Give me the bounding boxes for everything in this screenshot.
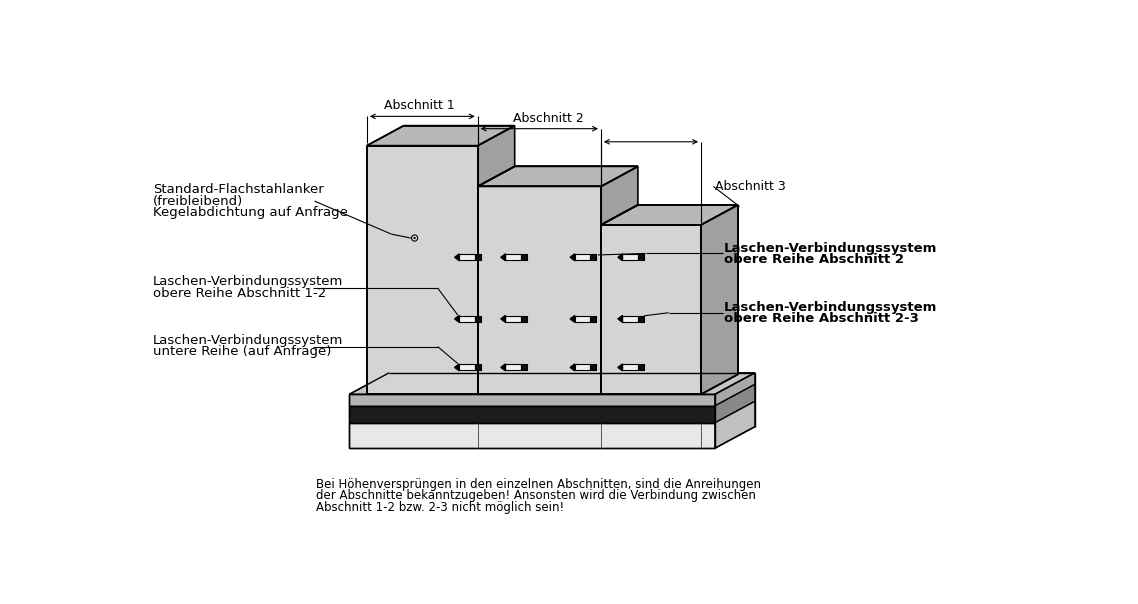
FancyBboxPatch shape: [505, 316, 521, 322]
FancyBboxPatch shape: [575, 364, 591, 370]
Polygon shape: [570, 315, 575, 323]
Polygon shape: [478, 126, 514, 187]
Text: obere Reihe Abschnitt 2: obere Reihe Abschnitt 2: [724, 253, 904, 266]
Polygon shape: [455, 254, 460, 261]
Polygon shape: [618, 254, 622, 261]
Text: obere Reihe Abschnitt 2-3: obere Reihe Abschnitt 2-3: [724, 312, 920, 326]
Text: Abschnitt 1-2 bzw. 2-3 nicht möglich sein!: Abschnitt 1-2 bzw. 2-3 nicht möglich sei…: [316, 501, 564, 514]
Text: obere Reihe Abschnitt 1-2: obere Reihe Abschnitt 1-2: [152, 287, 327, 300]
FancyBboxPatch shape: [638, 316, 644, 322]
FancyBboxPatch shape: [521, 364, 527, 370]
FancyBboxPatch shape: [475, 364, 481, 370]
Text: (freibleibend): (freibleibend): [152, 194, 244, 208]
Polygon shape: [618, 315, 622, 323]
Text: Kegelabdichtung auf Anfrage: Kegelabdichtung auf Anfrage: [152, 206, 348, 219]
Polygon shape: [501, 315, 505, 323]
Text: Laschen-Verbindungssystem: Laschen-Verbindungssystem: [152, 275, 344, 289]
FancyBboxPatch shape: [475, 254, 481, 260]
Polygon shape: [349, 423, 715, 448]
Polygon shape: [715, 384, 754, 423]
Polygon shape: [455, 364, 460, 371]
Text: Abschnitt 1: Abschnitt 1: [384, 99, 454, 112]
Polygon shape: [601, 167, 638, 225]
FancyBboxPatch shape: [622, 316, 638, 322]
Polygon shape: [455, 315, 460, 323]
Text: Abschnitt 3: Abschnitt 3: [715, 180, 785, 193]
FancyBboxPatch shape: [575, 254, 591, 260]
Text: Laschen-Verbindungssystem: Laschen-Verbindungssystem: [724, 242, 938, 254]
Polygon shape: [618, 364, 622, 371]
Polygon shape: [570, 364, 575, 371]
Polygon shape: [501, 254, 505, 261]
FancyBboxPatch shape: [505, 364, 521, 370]
FancyBboxPatch shape: [591, 254, 596, 260]
Polygon shape: [501, 364, 505, 371]
Polygon shape: [715, 373, 754, 406]
Circle shape: [412, 235, 418, 241]
FancyBboxPatch shape: [575, 316, 591, 322]
FancyBboxPatch shape: [460, 254, 475, 260]
FancyBboxPatch shape: [622, 254, 638, 260]
Polygon shape: [366, 126, 514, 146]
FancyBboxPatch shape: [638, 254, 644, 260]
Text: Bei Höhenversprüngen in den einzelnen Abschnitten, sind die Anreihungen: Bei Höhenversprüngen in den einzelnen Ab…: [316, 478, 761, 491]
FancyBboxPatch shape: [460, 364, 475, 370]
Polygon shape: [715, 401, 754, 448]
Polygon shape: [366, 146, 478, 394]
FancyBboxPatch shape: [591, 316, 596, 322]
Polygon shape: [570, 254, 575, 261]
FancyBboxPatch shape: [521, 316, 527, 322]
Polygon shape: [478, 187, 601, 394]
Polygon shape: [349, 373, 754, 394]
Polygon shape: [349, 394, 715, 406]
FancyBboxPatch shape: [475, 316, 481, 322]
Text: Laschen-Verbindungssystem: Laschen-Verbindungssystem: [152, 334, 344, 347]
Polygon shape: [601, 205, 739, 225]
Polygon shape: [601, 225, 701, 394]
FancyBboxPatch shape: [460, 316, 475, 322]
Text: Abschnitt 2: Abschnitt 2: [513, 112, 584, 125]
FancyBboxPatch shape: [521, 254, 527, 260]
Polygon shape: [349, 406, 715, 423]
FancyBboxPatch shape: [505, 254, 521, 260]
FancyBboxPatch shape: [591, 364, 596, 370]
Text: untere Reihe (auf Anfrage): untere Reihe (auf Anfrage): [152, 345, 331, 359]
FancyBboxPatch shape: [622, 364, 638, 370]
Circle shape: [413, 237, 415, 239]
Text: Standard-Flachstahlanker: Standard-Flachstahlanker: [152, 183, 323, 196]
Polygon shape: [478, 167, 638, 187]
Polygon shape: [701, 205, 739, 394]
Text: Laschen-Verbindungssystem: Laschen-Verbindungssystem: [724, 301, 938, 314]
Text: der Abschnitte bekanntzugeben! Ansonsten wird die Verbindung zwischen: der Abschnitte bekanntzugeben! Ansonsten…: [316, 489, 756, 503]
FancyBboxPatch shape: [638, 364, 644, 370]
